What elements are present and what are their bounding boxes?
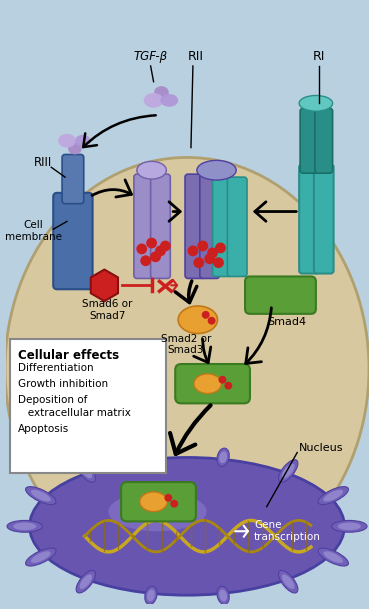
Ellipse shape [323, 490, 343, 501]
Text: RII: RII [188, 49, 204, 63]
Circle shape [150, 252, 161, 262]
Circle shape [146, 238, 157, 248]
FancyBboxPatch shape [10, 339, 166, 473]
Ellipse shape [7, 521, 42, 532]
Ellipse shape [147, 590, 155, 601]
Ellipse shape [147, 451, 155, 463]
Ellipse shape [31, 551, 51, 563]
Ellipse shape [332, 521, 367, 532]
Text: Gene
transcription: Gene transcription [254, 521, 321, 542]
Text: Smad2 or
Smad3: Smad2 or Smad3 [161, 334, 211, 355]
Ellipse shape [58, 134, 76, 147]
Circle shape [170, 500, 178, 508]
Text: extracellular matrix: extracellular matrix [18, 408, 131, 418]
FancyBboxPatch shape [151, 174, 170, 278]
Ellipse shape [25, 487, 56, 505]
Text: RI: RI [313, 49, 325, 63]
Ellipse shape [137, 161, 166, 179]
Circle shape [193, 257, 204, 268]
Ellipse shape [217, 448, 229, 466]
Circle shape [215, 242, 226, 253]
Ellipse shape [299, 96, 332, 111]
Text: Apoptosis: Apoptosis [18, 424, 69, 434]
Ellipse shape [338, 523, 361, 530]
Text: TGF-β: TGF-β [134, 49, 168, 63]
Circle shape [197, 241, 208, 252]
Circle shape [204, 253, 215, 264]
Ellipse shape [140, 492, 168, 512]
Text: Cellular effects: Cellular effects [18, 349, 119, 362]
Ellipse shape [31, 490, 51, 501]
Ellipse shape [76, 460, 96, 482]
Circle shape [202, 311, 210, 319]
Ellipse shape [318, 487, 348, 505]
Ellipse shape [197, 160, 236, 180]
Circle shape [140, 255, 151, 266]
Ellipse shape [13, 523, 36, 530]
Circle shape [137, 244, 147, 255]
Ellipse shape [80, 463, 92, 478]
Circle shape [224, 382, 232, 390]
FancyBboxPatch shape [134, 174, 154, 278]
Circle shape [208, 317, 215, 325]
Ellipse shape [323, 551, 343, 563]
Ellipse shape [161, 94, 178, 107]
Ellipse shape [25, 548, 56, 566]
Ellipse shape [217, 586, 229, 605]
Circle shape [213, 257, 224, 268]
Text: Nucleus: Nucleus [299, 443, 344, 452]
Ellipse shape [279, 460, 298, 482]
Text: Cell
membrane: Cell membrane [5, 220, 62, 242]
Ellipse shape [144, 93, 163, 108]
Text: Deposition of: Deposition of [18, 395, 87, 404]
Ellipse shape [145, 448, 157, 466]
FancyBboxPatch shape [299, 164, 319, 273]
Ellipse shape [75, 135, 91, 147]
FancyBboxPatch shape [175, 364, 250, 403]
Ellipse shape [219, 451, 227, 463]
Circle shape [207, 247, 218, 258]
FancyBboxPatch shape [53, 193, 93, 289]
Ellipse shape [154, 86, 169, 99]
Text: Differentiation: Differentiation [18, 363, 93, 373]
Ellipse shape [145, 586, 157, 605]
Circle shape [187, 245, 198, 256]
FancyBboxPatch shape [315, 108, 332, 173]
FancyBboxPatch shape [121, 482, 196, 521]
Circle shape [160, 241, 171, 252]
Ellipse shape [178, 306, 217, 334]
Circle shape [155, 245, 166, 256]
Ellipse shape [30, 457, 344, 595]
FancyBboxPatch shape [185, 174, 205, 278]
FancyBboxPatch shape [213, 177, 232, 276]
Circle shape [165, 494, 172, 502]
Text: Smad4: Smad4 [267, 317, 306, 326]
Text: Smad6 or
Smad7: Smad6 or Smad7 [82, 299, 132, 321]
Circle shape [218, 376, 226, 384]
FancyBboxPatch shape [314, 164, 334, 273]
Ellipse shape [282, 574, 294, 589]
Text: Growth inhibition: Growth inhibition [18, 379, 108, 389]
Ellipse shape [76, 571, 96, 593]
Ellipse shape [279, 571, 298, 593]
FancyBboxPatch shape [227, 177, 247, 276]
Ellipse shape [108, 492, 207, 531]
FancyBboxPatch shape [245, 276, 316, 314]
Ellipse shape [318, 548, 348, 566]
FancyBboxPatch shape [200, 174, 220, 278]
Ellipse shape [219, 590, 227, 601]
FancyBboxPatch shape [62, 155, 84, 203]
Ellipse shape [282, 463, 294, 478]
Ellipse shape [5, 158, 369, 580]
Ellipse shape [194, 374, 221, 393]
Ellipse shape [80, 574, 92, 589]
FancyBboxPatch shape [300, 108, 318, 173]
Polygon shape [91, 270, 118, 301]
Text: RIII: RIII [34, 156, 52, 169]
Ellipse shape [68, 143, 82, 155]
